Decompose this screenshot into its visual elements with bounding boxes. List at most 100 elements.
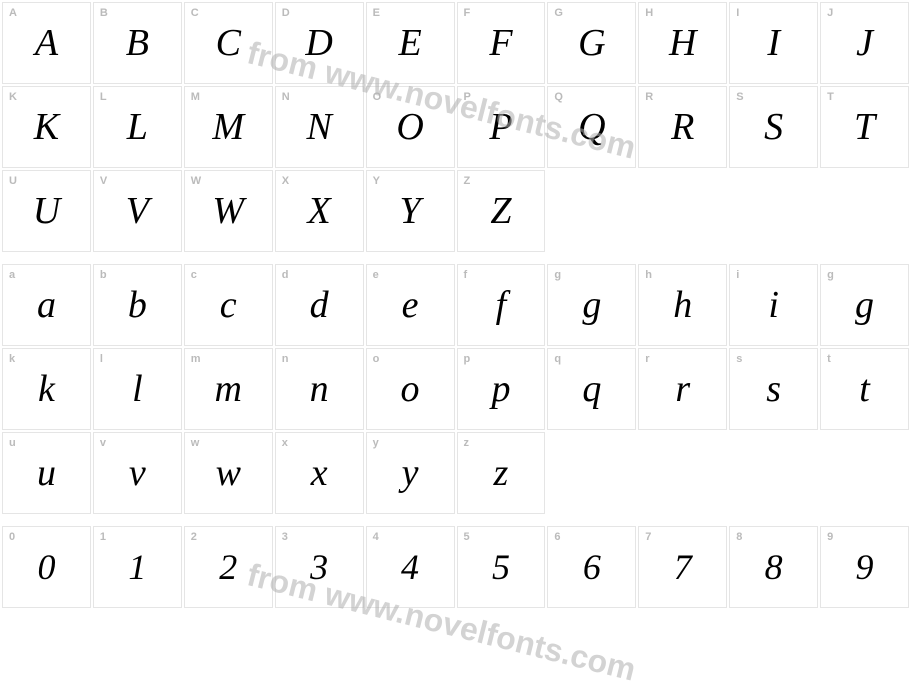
- cell-label: k: [9, 353, 15, 365]
- cell-label: w: [191, 437, 200, 449]
- glyph: 0: [37, 546, 55, 588]
- glyph: J: [856, 21, 873, 65]
- cell-label: V: [100, 175, 107, 187]
- glyph-cell: EE: [366, 2, 455, 84]
- glyph-cell: KK: [2, 86, 91, 168]
- glyph-cell: 66: [547, 526, 636, 608]
- glyph-cell: CC: [184, 2, 273, 84]
- glyph-cell: RR: [638, 86, 727, 168]
- glyph: O: [396, 105, 423, 149]
- glyph-cell: 33: [275, 526, 364, 608]
- cell-label: E: [373, 7, 380, 19]
- glyph: l: [132, 367, 143, 411]
- glyph: b: [128, 283, 147, 327]
- cell-label: G: [554, 7, 563, 19]
- cell-label: B: [100, 7, 108, 19]
- cell-label: o: [373, 353, 380, 365]
- glyph-cell: gg: [820, 264, 909, 346]
- glyph-cell: JJ: [820, 2, 909, 84]
- cell-label: C: [191, 7, 199, 19]
- glyph: g: [855, 283, 874, 327]
- glyph: T: [854, 105, 875, 149]
- glyph-cell: YY: [366, 170, 455, 252]
- glyph-cell: GG: [547, 2, 636, 84]
- glyph-cell: 88: [729, 526, 818, 608]
- cell-label: v: [100, 437, 106, 449]
- cell-label: L: [100, 91, 107, 103]
- cell-label: X: [282, 175, 289, 187]
- glyph-cell: pp: [457, 348, 546, 430]
- cell-label: y: [373, 437, 379, 449]
- glyph-cell: HH: [638, 2, 727, 84]
- cell-label: 1: [100, 531, 106, 543]
- glyph-cell: ll: [93, 348, 182, 430]
- glyph-cell: II: [729, 2, 818, 84]
- glyph-cell: cc: [184, 264, 273, 346]
- glyph-cell: ff: [457, 264, 546, 346]
- cell-label: 8: [736, 531, 742, 543]
- cell-label: r: [645, 353, 649, 365]
- cell-label: m: [191, 353, 201, 365]
- glyph-cell: ww: [184, 432, 273, 514]
- glyph: 2: [219, 546, 237, 588]
- lowercase-section: aabbccddeeffgghhiiggkkllmmnnooppqqrrsstt…: [2, 264, 909, 514]
- glyph-cell: UU: [2, 170, 91, 252]
- glyph: v: [129, 451, 146, 495]
- cell-label: a: [9, 269, 15, 281]
- glyph-cell: OO: [366, 86, 455, 168]
- cell-label: e: [373, 269, 379, 281]
- glyph-cell: VV: [93, 170, 182, 252]
- cell-label: z: [464, 437, 470, 449]
- glyph-cell: bb: [93, 264, 182, 346]
- cell-label: H: [645, 7, 653, 19]
- cell-label: 4: [373, 531, 379, 543]
- cell-label: s: [736, 353, 742, 365]
- glyph-cell: vv: [93, 432, 182, 514]
- glyph-cell: QQ: [547, 86, 636, 168]
- cell-label: P: [464, 91, 471, 103]
- glyph: e: [402, 283, 419, 327]
- glyph: N: [306, 105, 331, 149]
- glyph: U: [33, 189, 60, 233]
- cell-label: J: [827, 7, 833, 19]
- glyph: u: [37, 451, 56, 495]
- glyph-cell: yy: [366, 432, 455, 514]
- glyph: 7: [674, 546, 692, 588]
- cell-label: S: [736, 91, 743, 103]
- glyph-cell: gg: [547, 264, 636, 346]
- glyph: q: [582, 367, 601, 411]
- digits-section: 00112233445566778899: [2, 526, 909, 608]
- glyph-cell: LL: [93, 86, 182, 168]
- cell-label: t: [827, 353, 831, 365]
- glyph: 6: [583, 546, 601, 588]
- glyph-cell: DD: [275, 2, 364, 84]
- cell-label: i: [736, 269, 739, 281]
- glyph-cell: 77: [638, 526, 727, 608]
- glyph-cell: WW: [184, 170, 273, 252]
- glyph: Y: [399, 189, 420, 233]
- glyph: 9: [856, 546, 874, 588]
- glyph-cell: ee: [366, 264, 455, 346]
- glyph-cell: xx: [275, 432, 364, 514]
- cell-label: n: [282, 353, 289, 365]
- glyph-cell: PP: [457, 86, 546, 168]
- cell-label: q: [554, 353, 561, 365]
- glyph: P: [489, 105, 512, 149]
- cell-label: 5: [464, 531, 470, 543]
- glyph-cell: ss: [729, 348, 818, 430]
- glyph: H: [669, 21, 696, 65]
- glyph: E: [398, 21, 421, 65]
- glyph-cell: TT: [820, 86, 909, 168]
- glyph: Q: [578, 105, 605, 149]
- cell-label: F: [464, 7, 471, 19]
- cell-label: R: [645, 91, 653, 103]
- glyph: t: [859, 367, 870, 411]
- glyph: f: [496, 283, 507, 327]
- glyph-cell: aa: [2, 264, 91, 346]
- glyph: M: [212, 105, 244, 149]
- cell-label: c: [191, 269, 197, 281]
- glyph: V: [126, 189, 149, 233]
- glyph: m: [215, 367, 242, 411]
- glyph-cell: uu: [2, 432, 91, 514]
- glyph-cell: hh: [638, 264, 727, 346]
